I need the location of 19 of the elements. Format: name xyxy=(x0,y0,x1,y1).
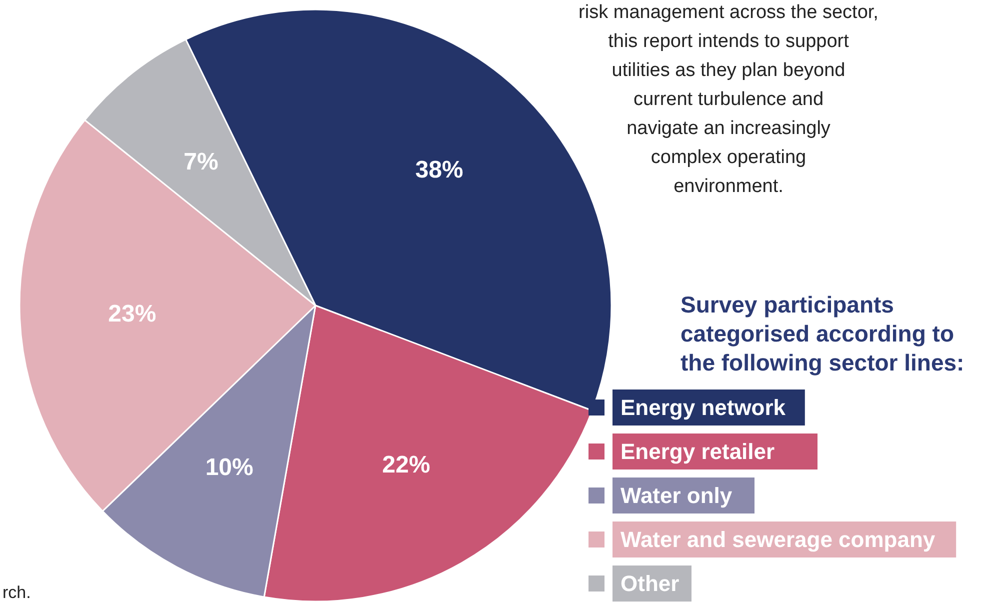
data-label: 22% xyxy=(382,452,430,479)
text: risk management across the sector, xyxy=(578,2,878,23)
legend-label: Energy network xyxy=(620,395,786,420)
data-label: 23% xyxy=(108,300,156,328)
data-label: 10% xyxy=(205,454,254,482)
text: complex operating xyxy=(650,147,806,168)
text: navigate an increasingly xyxy=(626,118,831,139)
text: current turbulence and xyxy=(633,89,824,110)
text: environment. xyxy=(674,176,784,197)
legend-label: Energy retailer xyxy=(620,439,776,464)
text: utilities as they plan beyond xyxy=(612,60,846,81)
legend-label: Water only xyxy=(620,483,733,508)
data-label: 38% xyxy=(415,156,464,184)
text: rch. xyxy=(2,583,31,602)
legend-label: Other xyxy=(620,571,680,596)
text: this report intends to support xyxy=(608,31,850,52)
legend-title: Survey participants categorised according to the following sector lines: xyxy=(680,292,964,376)
legend-label: Water and sewerage company xyxy=(620,527,936,552)
data-label: 7% xyxy=(184,148,218,176)
